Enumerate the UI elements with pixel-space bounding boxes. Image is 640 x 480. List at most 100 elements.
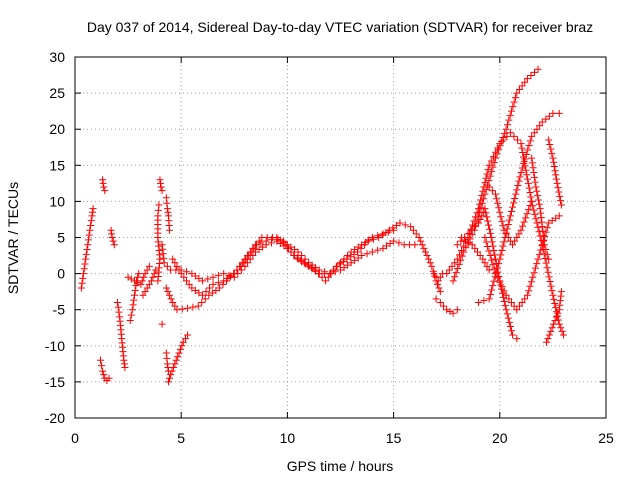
- data-point: [528, 132, 536, 140]
- data-point: [115, 308, 123, 316]
- data-point: [528, 154, 536, 162]
- data-point: [321, 268, 329, 276]
- series-t26: [475, 109, 563, 306]
- data-point: [223, 274, 231, 282]
- data-point: [214, 271, 222, 279]
- data-point: [502, 230, 510, 238]
- data-point: [492, 154, 500, 162]
- data-point: [507, 107, 515, 115]
- data-point: [214, 279, 222, 287]
- data-point: [525, 184, 533, 192]
- data-point: [401, 221, 409, 229]
- data-point: [205, 291, 213, 299]
- series-t2: [96, 356, 113, 384]
- data-point: [513, 186, 521, 194]
- data-point: [535, 200, 543, 208]
- data-point: [497, 213, 505, 221]
- data-point: [491, 273, 499, 281]
- data-point: [527, 72, 535, 80]
- data-point: [514, 136, 521, 144]
- data-point: [493, 264, 501, 272]
- data-point: [519, 222, 527, 230]
- data-point: [139, 291, 147, 299]
- data-point: [215, 284, 223, 292]
- data-point: [526, 189, 534, 197]
- data-point: [236, 262, 244, 270]
- data-point: [537, 214, 545, 222]
- data-point: [163, 199, 171, 207]
- data-point: [395, 239, 403, 247]
- data-point: [436, 288, 444, 296]
- data-point: [198, 277, 206, 285]
- x-tick-label: 10: [280, 430, 296, 446]
- data-point: [545, 219, 553, 227]
- data-point: [201, 295, 209, 303]
- data-point: [358, 241, 366, 249]
- data-point: [445, 266, 453, 274]
- data-point: [169, 255, 177, 263]
- data-point: [361, 238, 369, 246]
- data-point: [312, 264, 320, 272]
- data-point: [493, 150, 501, 158]
- data-point: [501, 302, 509, 310]
- data-point: [96, 356, 104, 364]
- data-point: [552, 171, 560, 179]
- data-point: [162, 284, 170, 292]
- data-point: [513, 335, 521, 343]
- data-point: [545, 112, 553, 120]
- data-point: [145, 262, 153, 270]
- data-point: [518, 164, 526, 172]
- data-point: [378, 231, 386, 239]
- data-point: [333, 262, 341, 270]
- data-point: [478, 212, 486, 220]
- data-point: [518, 298, 526, 306]
- data-point: [515, 85, 523, 93]
- data-point: [141, 270, 149, 278]
- data-point: [536, 205, 544, 213]
- series-t3: [99, 176, 109, 195]
- data-point: [212, 286, 220, 294]
- data-point: [517, 169, 525, 177]
- data-point: [188, 284, 196, 292]
- data-point: [468, 241, 476, 249]
- data-point: [492, 190, 500, 198]
- data-point: [502, 306, 510, 314]
- data-point: [420, 244, 428, 252]
- data-point: [481, 234, 489, 241]
- data-point: [80, 265, 88, 273]
- data-point: [294, 248, 302, 256]
- data-point: [503, 310, 511, 318]
- data-point: [520, 159, 528, 167]
- data-point: [157, 183, 165, 191]
- x-tick-label: 15: [386, 430, 402, 446]
- data-point: [540, 241, 548, 249]
- data-point: [537, 246, 545, 254]
- data-point: [510, 98, 518, 106]
- data-point: [543, 338, 551, 346]
- series-t1: [77, 205, 97, 292]
- data-point: [396, 219, 404, 227]
- x-tick-labels: 0 5 10 15 20 25: [71, 430, 614, 446]
- data-point: [130, 277, 138, 285]
- data-point: [526, 282, 534, 290]
- data-point: [488, 286, 496, 294]
- data-point: [252, 241, 260, 249]
- data-point: [255, 237, 263, 245]
- data-point: [451, 273, 459, 281]
- data-point: [230, 270, 238, 278]
- data-point: [220, 277, 228, 285]
- data-point: [493, 195, 501, 203]
- data-point: [392, 221, 400, 229]
- data-point: [354, 243, 362, 251]
- data-point: [534, 196, 542, 204]
- data-point: [526, 202, 534, 210]
- data-point: [546, 277, 554, 285]
- y-tick-label: 20: [49, 121, 65, 137]
- data-point: [126, 317, 134, 325]
- data-point: [485, 266, 493, 274]
- data-point: [120, 356, 128, 364]
- data-point: [177, 270, 185, 278]
- data-point: [351, 246, 359, 254]
- data-point: [140, 273, 148, 281]
- data-point: [100, 371, 108, 379]
